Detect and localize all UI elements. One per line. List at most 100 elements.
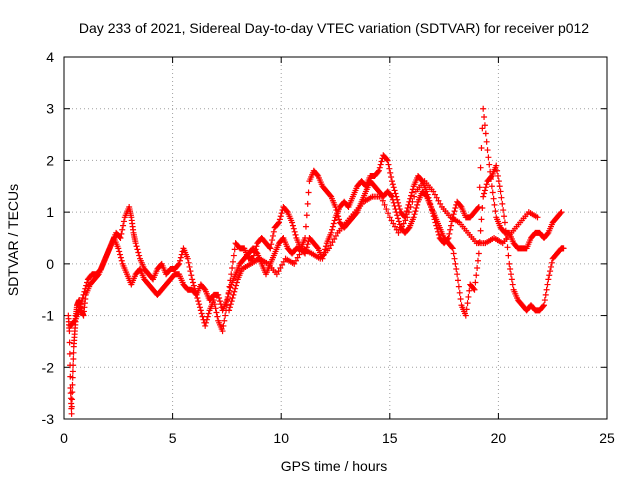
data-point [411,193,418,200]
data-point [508,276,515,283]
data-point [379,197,386,204]
data-point [298,248,305,255]
data-point [79,294,86,301]
data-point [276,219,283,226]
data-point [543,286,550,293]
data-point [277,264,284,271]
x-tick-label: 20 [491,430,507,446]
data-point [115,245,122,252]
data-point [476,184,483,191]
data-point [322,243,329,250]
data-point [398,223,405,230]
data-point [231,246,238,253]
data-point [203,316,210,323]
data-point [335,213,342,220]
data-point [474,264,481,271]
data-point [402,211,409,218]
data-point [409,198,416,205]
data-point [383,156,390,163]
data-point [333,207,340,214]
data-point [450,211,457,218]
y-tick-labels: -3 -2 -1 0 1 2 3 4 [42,49,55,427]
data-point [506,260,513,267]
data-point [494,172,501,179]
data-point [227,284,234,291]
data-point [454,271,461,278]
data-point [67,395,74,402]
data-point [457,202,464,209]
data-point [395,229,402,236]
data-point [226,304,233,311]
data-point [383,206,390,213]
data-point [314,244,321,251]
data-point [233,282,240,289]
data-point [489,189,496,196]
data-point [544,230,551,237]
data-point [390,220,397,227]
data-point [410,214,417,221]
data-point [505,252,512,259]
data-point [176,257,183,264]
data-point [507,266,514,273]
data-point [544,281,551,288]
data-point [375,167,382,174]
data-point [483,181,490,188]
data-point [69,389,76,396]
data-point [268,241,275,248]
data-point [278,210,285,217]
data-point [431,191,438,198]
x-tick-label: 5 [169,430,177,446]
data-point [500,207,507,214]
data-point [212,305,219,312]
data-marks [65,105,567,417]
data-point [465,293,472,300]
data-point [221,317,228,324]
data-point [560,245,567,252]
y-tick-label: 0 [46,256,54,272]
y-tick-label: 3 [46,101,54,117]
data-point [464,300,471,307]
data-point [430,188,437,195]
data-point [471,286,478,293]
data-point [296,251,303,258]
data-point [229,264,236,271]
data-point [77,304,84,311]
data-point [473,272,480,279]
data-point [302,235,309,241]
data-point [381,201,388,208]
data-point [485,154,492,161]
data-point [392,223,399,230]
data-point [225,290,232,297]
data-point [451,255,458,262]
data-point [78,298,85,305]
data-point [214,313,221,320]
data-point [388,178,395,185]
data-point [329,223,336,230]
data-point [509,281,516,288]
data-point [481,187,488,194]
data-point [393,209,400,216]
data-point [175,261,182,268]
data-point [433,194,440,201]
data-point [77,301,84,308]
data-point [390,184,397,191]
data-point [472,279,479,286]
data-point [188,272,195,279]
data-point [223,297,230,304]
data-point [466,287,473,294]
data-point [116,233,123,240]
data-point [68,403,75,410]
data-point [541,302,548,309]
data-point [289,222,296,229]
data-point [227,301,234,308]
data-point [189,276,196,283]
data-point [389,196,396,203]
data-point [488,176,495,183]
data-point [69,374,76,381]
data-point [290,225,297,232]
data-point [302,223,309,230]
data-point [487,168,494,175]
data-point [275,220,282,227]
data-point [329,226,336,233]
data-point [428,203,435,210]
